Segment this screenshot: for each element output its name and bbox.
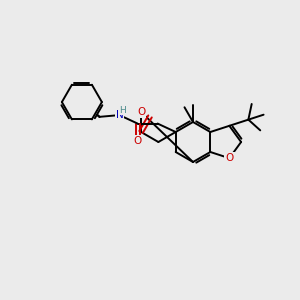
Text: N: N <box>116 110 123 120</box>
Text: O: O <box>134 136 142 146</box>
Text: H: H <box>119 106 126 115</box>
Text: O: O <box>225 153 233 163</box>
Text: O: O <box>137 107 145 117</box>
